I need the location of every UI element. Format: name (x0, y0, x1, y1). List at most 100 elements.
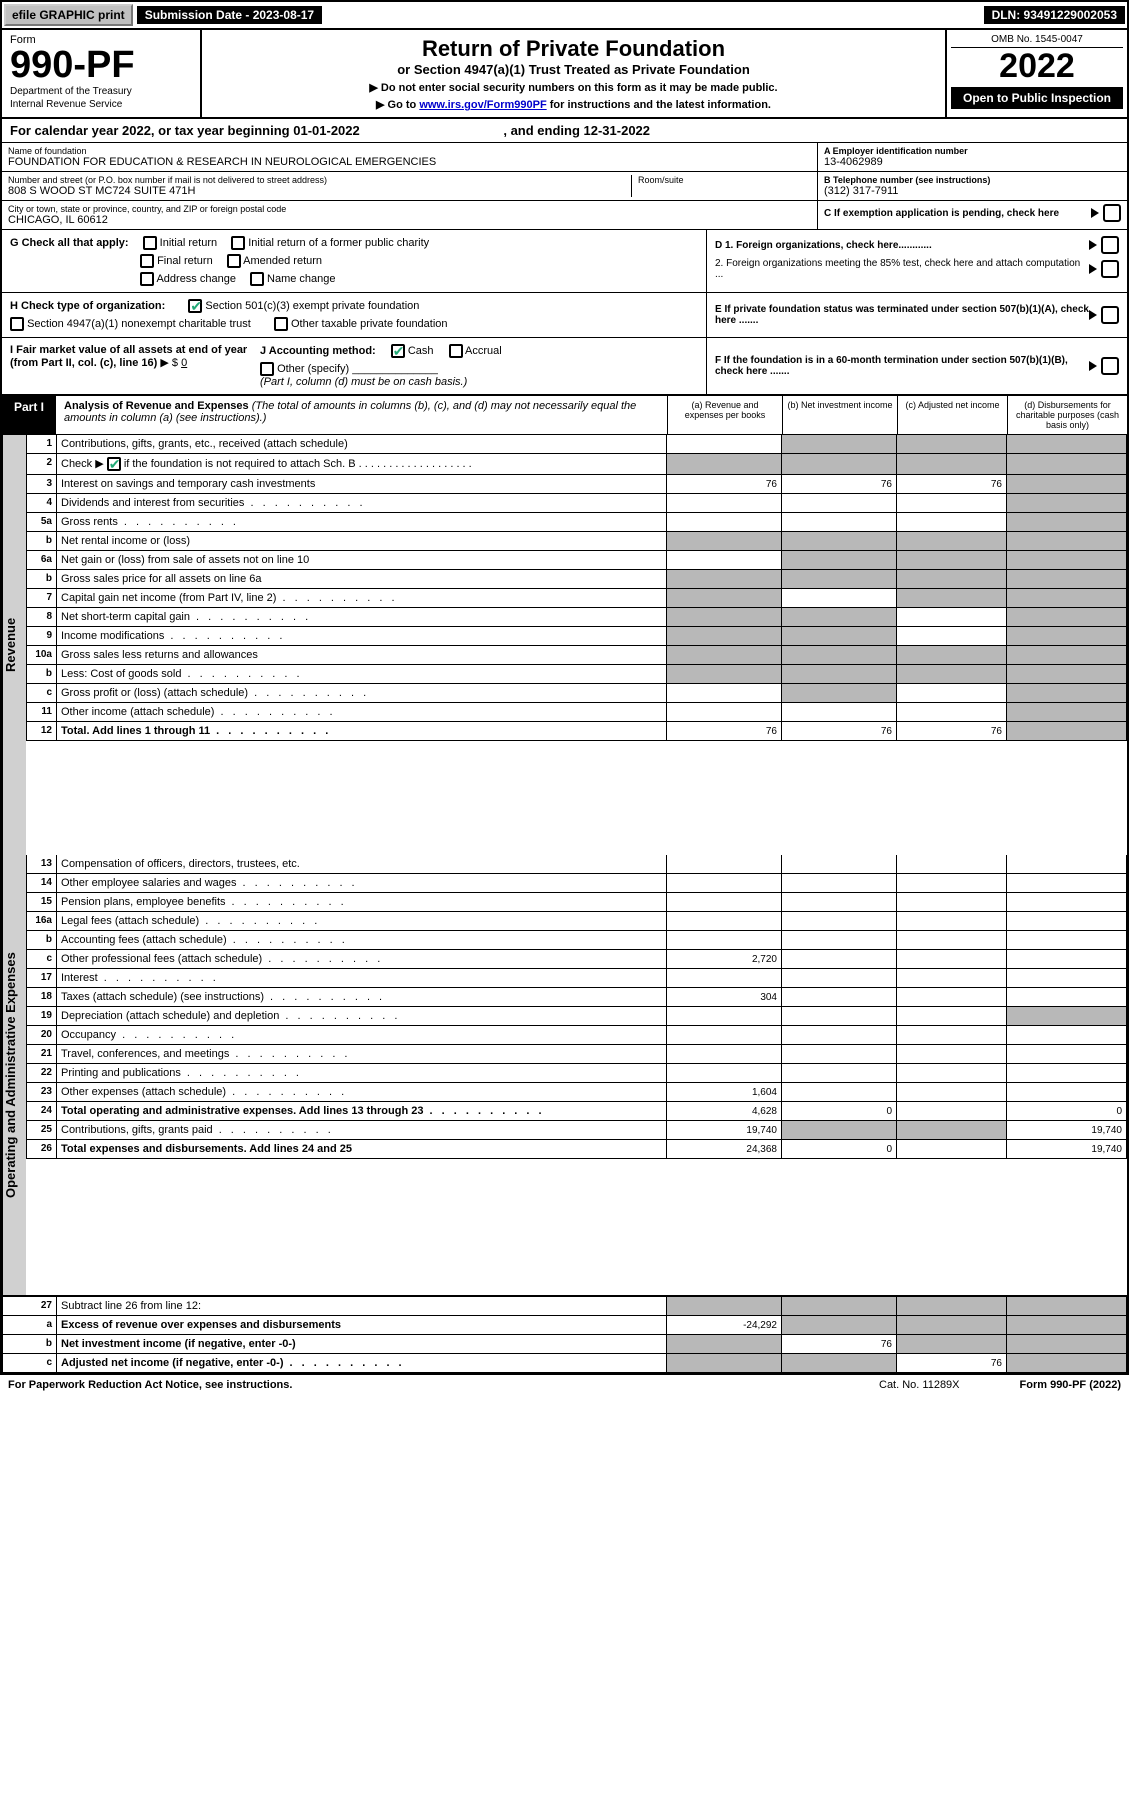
row-20-desc: Occupancy (57, 1026, 667, 1045)
j-other-checkbox[interactable] (260, 362, 274, 376)
expenses-side-label: Operating and Administrative Expenses (2, 855, 26, 1295)
row-27-desc: Subtract line 26 from line 12: (57, 1296, 667, 1316)
addr-label: Number and street (or P.O. box number if… (8, 175, 631, 185)
row-2-desc: Check ▶ if the foundation is not require… (57, 454, 667, 475)
j-note: (Part I, column (d) must be on cash basi… (260, 376, 698, 388)
h-other-checkbox[interactable] (274, 317, 288, 331)
tax-year: 2022 (951, 48, 1123, 85)
name-label: Name of foundation (8, 146, 811, 156)
instructions-link-line: ▶ Go to www.irs.gov/Form990PF for instru… (208, 98, 939, 111)
form-ref: Form 990-PF (2022) (1020, 1379, 1121, 1391)
g-amended-checkbox[interactable] (227, 254, 241, 268)
open-inspection: Open to Public Inspection (951, 87, 1123, 109)
arrow-icon (1089, 310, 1097, 320)
row-27b-desc: Net investment income (if negative, ente… (57, 1335, 667, 1354)
foundation-name: FOUNDATION FOR EDUCATION & RESEARCH IN N… (8, 156, 811, 168)
dept-treasury: Department of the Treasury (10, 86, 192, 97)
row-4-desc: Dividends and interest from securities (57, 494, 667, 513)
row-13-desc: Compensation of officers, directors, tru… (57, 855, 667, 874)
h-4947-checkbox[interactable] (10, 317, 24, 331)
row-12-desc: Total. Add lines 1 through 11 (57, 722, 667, 741)
row-25-desc: Contributions, gifts, grants paid (57, 1121, 667, 1140)
col-a-header: (a) Revenue and expenses per books (667, 396, 782, 434)
revenue-side-label: Revenue (2, 435, 26, 855)
row-23-desc: Other expenses (attach schedule) (57, 1083, 667, 1102)
ein-label: A Employer identification number (824, 146, 1121, 156)
part1-label: Part I (2, 396, 56, 434)
row-9-desc: Income modifications (57, 627, 667, 646)
arrow-icon (1089, 264, 1097, 274)
room-label: Room/suite (638, 175, 811, 185)
row-3-a: 76 (667, 475, 782, 494)
ssn-warning: ▶ Do not enter social security numbers o… (208, 81, 939, 94)
tel-value: (312) 317-7911 (824, 185, 1121, 197)
f-label: F If the foundation is in a 60-month ter… (715, 355, 1089, 377)
row-10b-desc: Less: Cost of goods sold (57, 665, 667, 684)
row-11-desc: Other income (attach schedule) (57, 703, 667, 722)
col-d-header: (d) Disbursements for charitable purpose… (1007, 396, 1127, 434)
row-27c-desc: Adjusted net income (if negative, enter … (57, 1354, 667, 1373)
c-checkbox[interactable] (1103, 204, 1121, 222)
g-address-checkbox[interactable] (140, 272, 154, 286)
row-17-desc: Interest (57, 969, 667, 988)
row-16b-desc: Accounting fees (attach schedule) (57, 931, 667, 950)
row-16a-desc: Legal fees (attach schedule) (57, 912, 667, 931)
row-5a-desc: Gross rents (57, 513, 667, 532)
form-title: Return of Private Foundation (208, 36, 939, 62)
g-label: G Check all that apply: (10, 237, 129, 249)
street-address: 808 S WOOD ST MC724 SUITE 471H (8, 185, 631, 197)
row-15-desc: Pension plans, employee benefits (57, 893, 667, 912)
irs-link[interactable]: www.irs.gov/Form990PF (419, 99, 546, 111)
goto-post: for instructions and the latest informat… (547, 99, 771, 111)
ein-value: 13-4062989 (824, 156, 1121, 168)
form-number-block: Form 990-PF Department of the Treasury I… (2, 30, 202, 117)
arrow-icon (1089, 240, 1097, 250)
sch-b-checkbox[interactable] (107, 457, 121, 471)
row-3-desc: Interest on savings and temporary cash i… (57, 475, 667, 494)
d1-checkbox[interactable] (1101, 236, 1119, 254)
row-18-desc: Taxes (attach schedule) (see instruction… (57, 988, 667, 1007)
j-cash-checkbox[interactable] (391, 344, 405, 358)
arrow-icon (1091, 208, 1099, 218)
i-value: 0 (181, 357, 187, 369)
d1-label: D 1. Foreign organizations, check here..… (715, 240, 932, 251)
row-21-desc: Travel, conferences, and meetings (57, 1045, 667, 1064)
h-label: H Check type of organization: (10, 300, 165, 312)
e-checkbox[interactable] (1101, 306, 1119, 324)
col-b-header: (b) Net investment income (782, 396, 897, 434)
form-subtitle: or Section 4947(a)(1) Trust Treated as P… (208, 62, 939, 77)
h-501c3-checkbox[interactable] (188, 299, 202, 313)
j-accrual-checkbox[interactable] (449, 344, 463, 358)
city-label: City or town, state or province, country… (8, 204, 811, 214)
submission-date: Submission Date - 2023-08-17 (137, 6, 322, 24)
f-checkbox[interactable] (1101, 357, 1119, 375)
row-6b-desc: Gross sales price for all assets on line… (57, 570, 667, 589)
i-label: I Fair market value of all assets at end… (10, 344, 247, 369)
row-22-desc: Printing and publications (57, 1064, 667, 1083)
row-8-desc: Net short-term capital gain (57, 608, 667, 627)
col-c-header: (c) Adjusted net income (897, 396, 1007, 434)
city-state-zip: CHICAGO, IL 60612 (8, 214, 811, 226)
calendar-year-line: For calendar year 2022, or tax year begi… (2, 119, 1127, 143)
part1-title: Analysis of Revenue and Expenses (64, 400, 249, 412)
g-final-checkbox[interactable] (140, 254, 154, 268)
row-14-desc: Other employee salaries and wages (57, 874, 667, 893)
g-name-checkbox[interactable] (250, 272, 264, 286)
row-27a-desc: Excess of revenue over expenses and disb… (57, 1316, 667, 1335)
dln-label: DLN: 93491229002053 (984, 6, 1125, 24)
row-1-desc: Contributions, gifts, grants, etc., rece… (57, 435, 667, 454)
arrow-icon (1089, 361, 1097, 371)
row-5b-desc: Net rental income or (loss) (57, 532, 667, 551)
e-label: E If private foundation status was termi… (715, 304, 1089, 326)
g-initial-former-checkbox[interactable] (231, 236, 245, 250)
goto-pre: ▶ Go to (376, 99, 419, 111)
d2-checkbox[interactable] (1101, 260, 1119, 278)
g-initial-checkbox[interactable] (143, 236, 157, 250)
row-10a-desc: Gross sales less returns and allowances (57, 646, 667, 665)
efile-print-button[interactable]: efile GRAPHIC print (4, 4, 133, 26)
row-16c-desc: Other professional fees (attach schedule… (57, 950, 667, 969)
form-number: 990-PF (10, 46, 192, 84)
row-6a-desc: Net gain or (loss) from sale of assets n… (57, 551, 667, 570)
row-24-desc: Total operating and administrative expen… (57, 1102, 667, 1121)
pra-notice: For Paperwork Reduction Act Notice, see … (8, 1379, 292, 1391)
